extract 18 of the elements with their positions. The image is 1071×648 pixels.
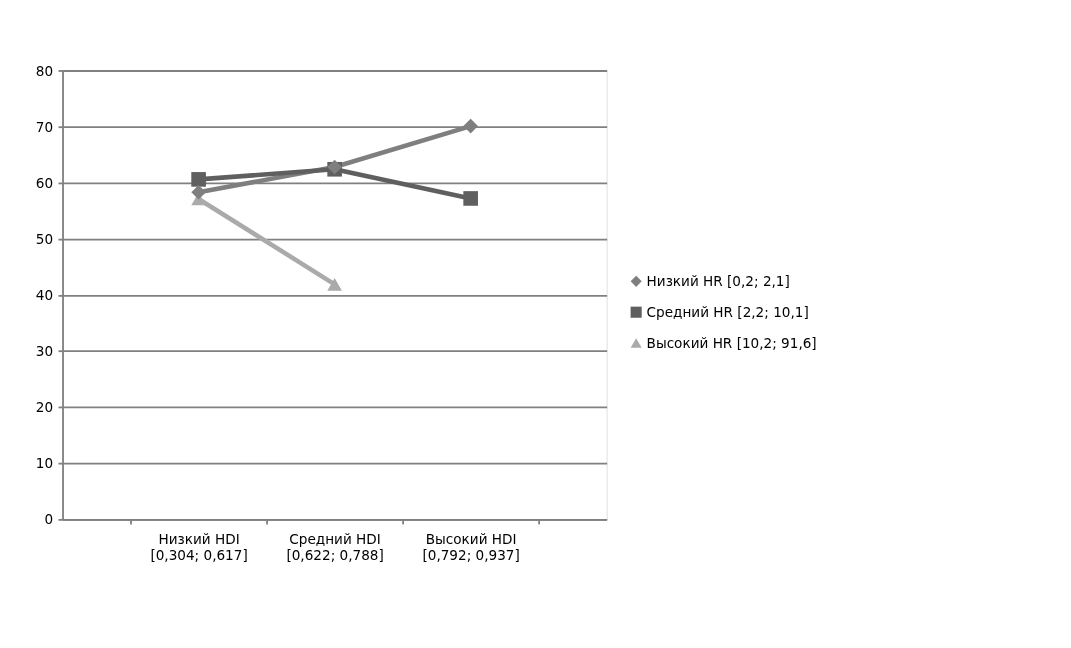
y-tick-label: 80 (35, 62, 54, 79)
y-tick-label: 50 (35, 230, 54, 247)
y-tick-label: 0 (44, 511, 54, 528)
x-tick-label: Средний HDI [0,622; 0,788] (286, 531, 384, 563)
legend-label: Низкий HR [0,2; 2,1] (646, 272, 790, 289)
legend-label: Высокий HR [10,2; 91,6] (646, 334, 817, 351)
x-tick-label: Высокий HDI [0,792; 0,937] (422, 531, 520, 563)
y-tick-label: 20 (35, 399, 54, 416)
y-tick-label: 70 (35, 118, 54, 135)
y-tick-label: 60 (35, 174, 54, 191)
y-tick-label: 10 (35, 455, 54, 472)
point (463, 191, 478, 206)
y-tick-label: 40 (35, 286, 54, 303)
point (191, 172, 206, 187)
point (463, 118, 478, 134)
legend-label: Средний HR [2,2; 10,1] (646, 303, 809, 320)
x-tick-label: Низкий HDI [0,304; 0,617] (150, 531, 248, 563)
y-tick-label: 30 (35, 343, 54, 360)
